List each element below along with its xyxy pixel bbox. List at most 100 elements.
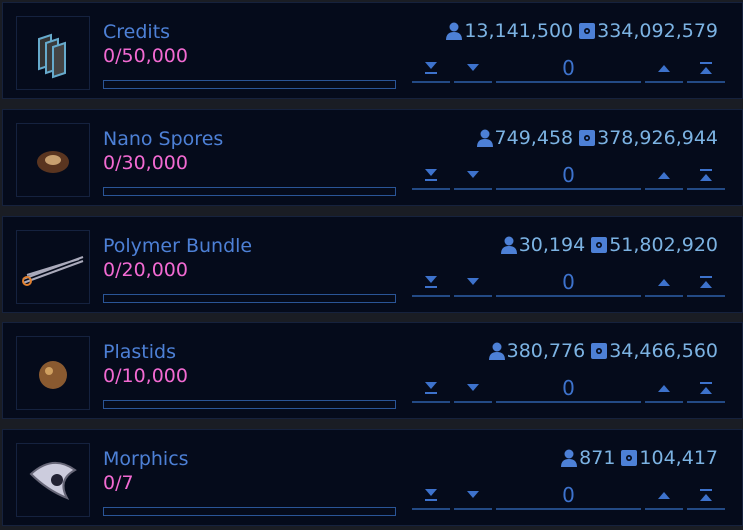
resource-row: Morphics 0/7 871 104,417 0 bbox=[2, 429, 743, 526]
player-contribution: 871 bbox=[579, 447, 616, 469]
player-icon bbox=[488, 342, 505, 360]
resource-progress: 0/7 bbox=[103, 472, 134, 494]
resource-name: Nano Spores bbox=[103, 128, 224, 150]
progress-bar bbox=[103, 400, 396, 409]
decrease-max-button[interactable] bbox=[412, 482, 450, 510]
decrease-button[interactable] bbox=[454, 162, 492, 190]
increase-max-button[interactable] bbox=[687, 55, 725, 83]
decrease-button[interactable] bbox=[454, 375, 492, 403]
resource-progress: 0/50,000 bbox=[103, 45, 188, 67]
resource-thumbnail bbox=[16, 443, 90, 517]
clan-icon bbox=[591, 343, 608, 359]
decrease-button[interactable] bbox=[454, 482, 492, 510]
arrow-down-icon bbox=[467, 171, 479, 178]
decrease-button[interactable] bbox=[454, 55, 492, 83]
resource-row: Polymer Bundle 0/20,000 30,194 51,802,92… bbox=[2, 216, 743, 313]
player-contribution: 30,194 bbox=[518, 234, 586, 256]
increase-max-button[interactable] bbox=[687, 162, 725, 190]
player-contribution: 749,458 bbox=[494, 127, 574, 149]
skip-up-icon bbox=[700, 62, 712, 74]
resource-thumbnail bbox=[16, 16, 90, 90]
increase-button[interactable] bbox=[645, 269, 683, 297]
credits-icon bbox=[38, 33, 66, 79]
skip-down-icon bbox=[425, 276, 437, 288]
skip-up-icon bbox=[700, 382, 712, 394]
clan-icon bbox=[621, 450, 638, 466]
progress-bar bbox=[103, 187, 396, 196]
decrease-max-button[interactable] bbox=[412, 55, 450, 83]
clan-icon bbox=[579, 130, 596, 146]
polymer-bundle-icon bbox=[22, 256, 84, 286]
skip-up-icon bbox=[700, 489, 712, 501]
arrow-down-icon bbox=[467, 278, 479, 285]
arrow-down-icon bbox=[467, 491, 479, 498]
stats: 13,141,500 334,092,579 bbox=[446, 20, 718, 42]
progress-bar bbox=[103, 507, 396, 516]
skip-down-icon bbox=[425, 62, 437, 74]
resource-name: Polymer Bundle bbox=[103, 235, 253, 257]
resource-name: Credits bbox=[103, 21, 171, 43]
arrow-up-icon bbox=[658, 492, 670, 499]
plastids-icon bbox=[39, 361, 67, 389]
clan-icon bbox=[579, 23, 596, 39]
decrease-max-button[interactable] bbox=[412, 162, 450, 190]
skip-down-icon bbox=[425, 489, 437, 501]
resource-thumbnail bbox=[16, 123, 90, 197]
clan-icon bbox=[591, 237, 608, 253]
resource-row: Nano Spores 0/30,000 749,458 378,926,944… bbox=[2, 109, 743, 206]
clan-contribution: 378,926,944 bbox=[597, 127, 718, 149]
skip-up-icon bbox=[700, 276, 712, 288]
stats: 380,776 34,466,560 bbox=[488, 340, 718, 362]
clan-contribution: 51,802,920 bbox=[609, 234, 718, 256]
stats: 30,194 51,802,920 bbox=[500, 234, 718, 256]
quantity-input[interactable]: 0 bbox=[496, 375, 641, 403]
resource-row: Plastids 0/10,000 380,776 34,466,560 0 bbox=[2, 322, 743, 419]
increase-button[interactable] bbox=[645, 375, 683, 403]
resource-name: Morphics bbox=[103, 448, 189, 470]
increase-button[interactable] bbox=[645, 482, 683, 510]
increase-button[interactable] bbox=[645, 55, 683, 83]
decrease-max-button[interactable] bbox=[412, 375, 450, 403]
increase-max-button[interactable] bbox=[687, 375, 725, 403]
progress-bar bbox=[103, 80, 396, 89]
clan-contribution: 334,092,579 bbox=[597, 20, 718, 42]
resource-progress: 0/10,000 bbox=[103, 365, 188, 387]
player-icon bbox=[561, 449, 578, 467]
player-icon bbox=[476, 129, 493, 147]
arrow-down-icon bbox=[467, 64, 479, 71]
arrow-up-icon bbox=[658, 385, 670, 392]
skip-up-icon bbox=[700, 169, 712, 181]
clan-contribution: 104,417 bbox=[639, 447, 718, 469]
resource-progress: 0/20,000 bbox=[103, 259, 188, 281]
arrow-up-icon bbox=[658, 65, 670, 72]
skip-down-icon bbox=[425, 169, 437, 181]
resource-thumbnail bbox=[16, 230, 90, 304]
quantity-input[interactable]: 0 bbox=[496, 269, 641, 297]
quantity-input[interactable]: 0 bbox=[496, 482, 641, 510]
player-contribution: 13,141,500 bbox=[464, 20, 574, 42]
player-icon bbox=[446, 22, 463, 40]
progress-bar bbox=[103, 294, 396, 303]
resource-row: Credits 0/50,000 13,141,500 334,092,579 … bbox=[2, 2, 743, 99]
clan-contribution: 34,466,560 bbox=[609, 340, 718, 362]
nano-spores-icon bbox=[37, 151, 69, 173]
resource-name: Plastids bbox=[103, 341, 176, 363]
arrow-up-icon bbox=[658, 172, 670, 179]
morphics-icon bbox=[29, 462, 77, 500]
resource-thumbnail bbox=[16, 336, 90, 410]
arrow-down-icon bbox=[467, 384, 479, 391]
quantity-input[interactable]: 0 bbox=[496, 162, 641, 190]
stats: 749,458 378,926,944 bbox=[476, 127, 718, 149]
decrease-button[interactable] bbox=[454, 269, 492, 297]
increase-button[interactable] bbox=[645, 162, 683, 190]
decrease-max-button[interactable] bbox=[412, 269, 450, 297]
skip-down-icon bbox=[425, 382, 437, 394]
player-icon bbox=[500, 236, 517, 254]
player-contribution: 380,776 bbox=[506, 340, 586, 362]
arrow-up-icon bbox=[658, 279, 670, 286]
stats: 871 104,417 bbox=[561, 447, 718, 469]
quantity-input[interactable]: 0 bbox=[496, 55, 641, 83]
increase-max-button[interactable] bbox=[687, 269, 725, 297]
increase-max-button[interactable] bbox=[687, 482, 725, 510]
resource-progress: 0/30,000 bbox=[103, 152, 188, 174]
